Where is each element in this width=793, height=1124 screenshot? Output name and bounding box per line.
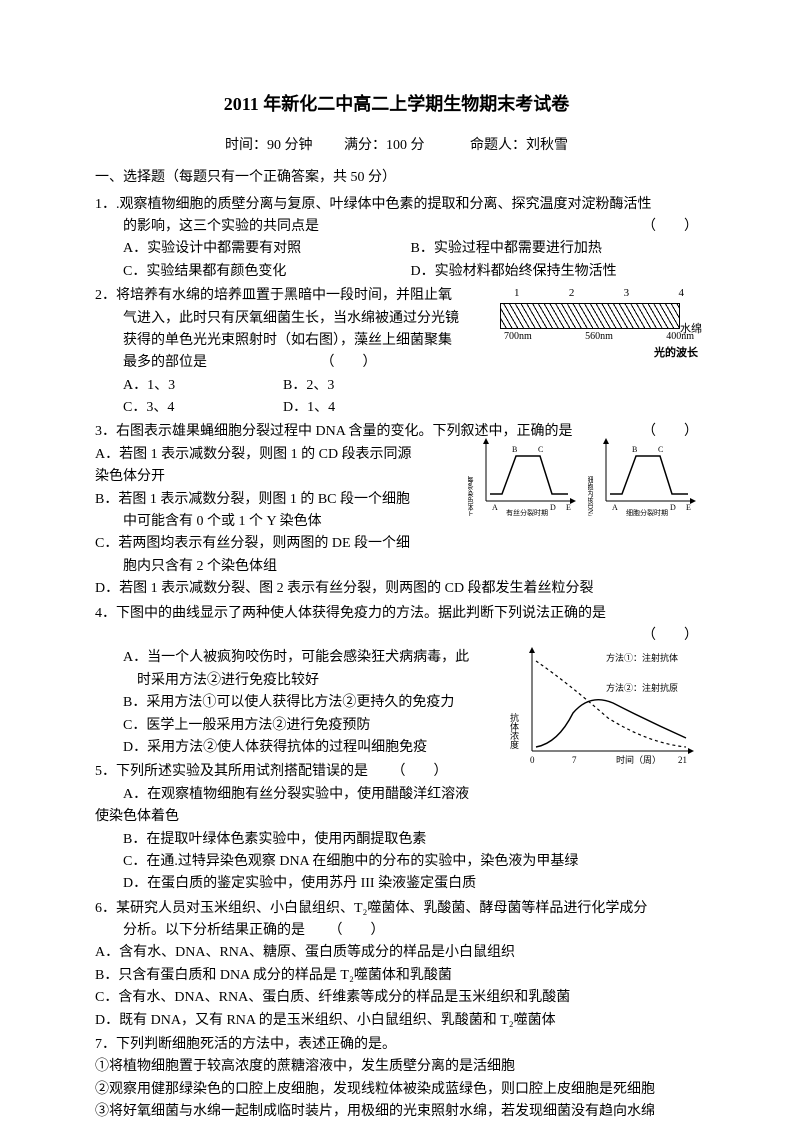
q6-stem-1: 6．某研究人员对玉米组织、小白鼠组织、T₂噬菌体、乳酸菌、酵母菌等样品进行化学成…	[95, 898, 698, 920]
q4-graph: 抗体浓度 0 7 时间（周） 21 方法①：注射抗体 方法②：注射抗原	[508, 643, 698, 773]
page-title: 2011 年新化二中高二上学期生物期末考试卷	[95, 90, 698, 119]
q3-figure: A B C D E 每条染色体上DNA含量 有丝分裂时期	[468, 436, 698, 516]
spectrum-strip	[500, 303, 680, 329]
svg-text:细胞分裂时期: 细胞分裂时期	[626, 508, 668, 516]
svg-text:C: C	[538, 445, 543, 454]
q2-opt-c: C．3、4	[123, 397, 283, 419]
q6-stem-2: 分析。以下分析结果正确的是 （ ）	[123, 920, 698, 942]
q7-item-3: ③将好氧细菌与水绵一起制成临时装片，用极细的光束照射水绵，若发现细菌没有趋向水绵	[95, 1101, 698, 1123]
q2-opt-d: D．1、4	[283, 397, 443, 419]
svg-text:D: D	[550, 503, 556, 512]
q4-body: 抗体浓度 0 7 时间（周） 21 方法①：注射抗体 方法②：注射抗原 A．当一…	[95, 647, 698, 759]
q5-blank: （ ）	[392, 764, 448, 779]
question-7: 7．下列判断细胞死活的方法中，表述正确的是。 ①将植物细胞置于较高浓度的蔗糖溶液…	[95, 1034, 698, 1124]
q2-figure: 1 2 3 4 水绵 700nm 560nm 400nm 光的波长	[500, 285, 698, 355]
q1-opt-d: D．实验材料都始终保持生物活性	[411, 261, 699, 283]
svg-text:方法①：注射抗体: 方法①：注射抗体	[606, 652, 678, 663]
question-3: 3．右图表示雄果蝇细胞分裂过程中 DNA 含量的变化。下列叙述中，正确的是 （ …	[95, 421, 698, 600]
question-4: 4．下图中的曲线显示了两种使人体获得免疫力的方法。据此判断下列说法正确的是 （ …	[95, 603, 698, 760]
svg-text:有丝分裂时期: 有丝分裂时期	[506, 508, 548, 516]
q3-graph-2: A B C D E 细胞内核DNA含量 细胞分裂时期	[588, 436, 698, 516]
q5-stem: 5．下列所述实验及其所用试剂搭配错误的是 （ ）	[95, 761, 698, 783]
q3-opt-c-2: 胞内只含有 2 个染色体组	[123, 556, 698, 578]
q2-opt-a: A．1、3	[123, 375, 283, 397]
q3-body: A B C D E 每条染色体上DNA含量 有丝分裂时期	[95, 444, 698, 601]
svg-text:A: A	[492, 503, 498, 512]
exam-info: 时间：90 分钟 满分：100 分 命题人：刘秋雪	[95, 135, 698, 157]
q2-opt-b: B．2、3	[283, 375, 443, 397]
q3-opt-d: D．若图 1 表示减数分裂、图 2 表示有丝分裂，则两图的 CD 段都发生着丝粒…	[95, 578, 698, 600]
q1-options: A．实验设计中都需要有对照 B．实验过程中都需要进行加热 C．实验结果都有颜色变…	[123, 238, 698, 283]
svg-text:细胞内核DNA含量: 细胞内核DNA含量	[588, 475, 594, 516]
q1-stem-1: 1．.观察植物细胞的质壁分离与复原、叶绿体中色素的提取和分离、探究温度对淀粉酶活…	[95, 194, 698, 216]
svg-text:E: E	[566, 503, 571, 512]
q7-item-2: ②观察用健那绿染色的口腔上皮细胞，发现线粒体被染成蓝绿色，则口腔上皮细胞是死细胞	[95, 1079, 698, 1101]
question-6: 6．某研究人员对玉米组织、小白鼠组织、T₂噬菌体、乳酸菌、酵母菌等样品进行化学成…	[95, 898, 698, 1032]
svg-text:E: E	[686, 503, 691, 512]
q6-opt-d: D．既有 DNA，又有 RNA 的是玉米组织、小白鼠组织、乳酸菌和 T₂噬菌体	[95, 1010, 698, 1032]
q6-opt-c: C．含有水、DNA、RNA、蛋白质、纤维素等成分的样品是玉米组织和乳酸菌	[95, 987, 698, 1009]
author-info: 命题人：刘秋雪	[470, 138, 568, 153]
q5-opt-d: D．在蛋白质的鉴定实验中，使用苏丹 III 染液鉴定蛋白质	[123, 873, 698, 895]
q1-opt-b: B．实验过程中都需要进行加热	[411, 238, 699, 260]
wavelength-caption: 光的波长	[500, 345, 698, 363]
svg-text:B: B	[512, 445, 517, 454]
svg-text:C: C	[658, 445, 663, 454]
section-1-heading: 一、选择题（每题只有一个正确答案，共 50 分）	[95, 167, 698, 189]
q5-opt-a-1: A．在观察植物细胞有丝分裂实验中，使用醋酸洋红溶液	[123, 784, 698, 806]
svg-text:B: B	[632, 445, 637, 454]
question-1: 1．.观察植物细胞的质壁分离与复原、叶绿体中色素的提取和分离、探究温度对淀粉酶活…	[95, 194, 698, 284]
algae-label: 水绵	[680, 321, 702, 339]
svg-text:D: D	[670, 503, 676, 512]
q1-blank: （ ）	[642, 216, 698, 238]
q5-opt-a-2: 使染色体着色	[95, 806, 698, 828]
q7-item-1: ①将植物细胞置于较高浓度的蔗糖溶液中，发生质壁分离的是活细胞	[95, 1056, 698, 1078]
q2-blank: （ ）	[321, 355, 377, 370]
question-5: 5．下列所述实验及其所用试剂搭配错误的是 （ ） A．在观察植物细胞有丝分裂实验…	[95, 761, 698, 895]
q1-opt-a: A．实验设计中都需要有对照	[123, 238, 411, 260]
q3-opt-c-1: C．若两图均表示有丝分裂，则两图的 DE 段一个细	[95, 533, 698, 555]
q2-options: A．1、3 B．2、3 C．3、4 D．1、4	[123, 375, 698, 420]
svg-text:每条染色体上DNA含量: 每条染色体上DNA含量	[468, 475, 474, 516]
q6-opt-a: A．含有水、DNA、RNA、糖原、蛋白质等成分的样品是小白鼠组织	[95, 942, 698, 964]
q7-stem: 7．下列判断细胞死活的方法中，表述正确的是。	[95, 1034, 698, 1056]
svg-text:A: A	[612, 503, 618, 512]
svg-text:抗体浓度: 抗体浓度	[509, 712, 519, 750]
question-2: 1 2 3 4 水绵 700nm 560nm 400nm 光的波长 2．将培养有…	[95, 285, 698, 419]
time-info: 时间：90 分钟	[225, 138, 313, 153]
q1-opt-c: C．实验结果都有颜色变化	[123, 261, 411, 283]
exam-page: 2011 年新化二中高二上学期生物期末考试卷 时间：90 分钟 满分：100 分…	[0, 0, 793, 1122]
q3-graph-1: A B C D E 每条染色体上DNA含量 有丝分裂时期	[468, 436, 578, 516]
score-info: 满分：100 分	[344, 138, 425, 153]
q1-stem-2: 的影响，这三个实验的共同点是 （ ）	[95, 216, 698, 238]
q4-stem: 4．下图中的曲线显示了两种使人体获得免疫力的方法。据此判断下列说法正确的是	[95, 603, 698, 625]
q6-blank: （ ）	[329, 923, 385, 938]
q6-opt-b: B．只含有蛋白质和 DNA 成分的样品是 T₂噬菌体和乳酸菌	[95, 965, 698, 987]
svg-text:方法②：注射抗原: 方法②：注射抗原	[606, 682, 678, 693]
q5-opt-c: C．在通.过特异染色观察 DNA 在细胞中的分布的实验中，染色液为甲基绿	[123, 851, 698, 873]
q5-opt-b: B．在提取叶绿体色素实验中，使用丙酮提取色素	[123, 829, 698, 851]
